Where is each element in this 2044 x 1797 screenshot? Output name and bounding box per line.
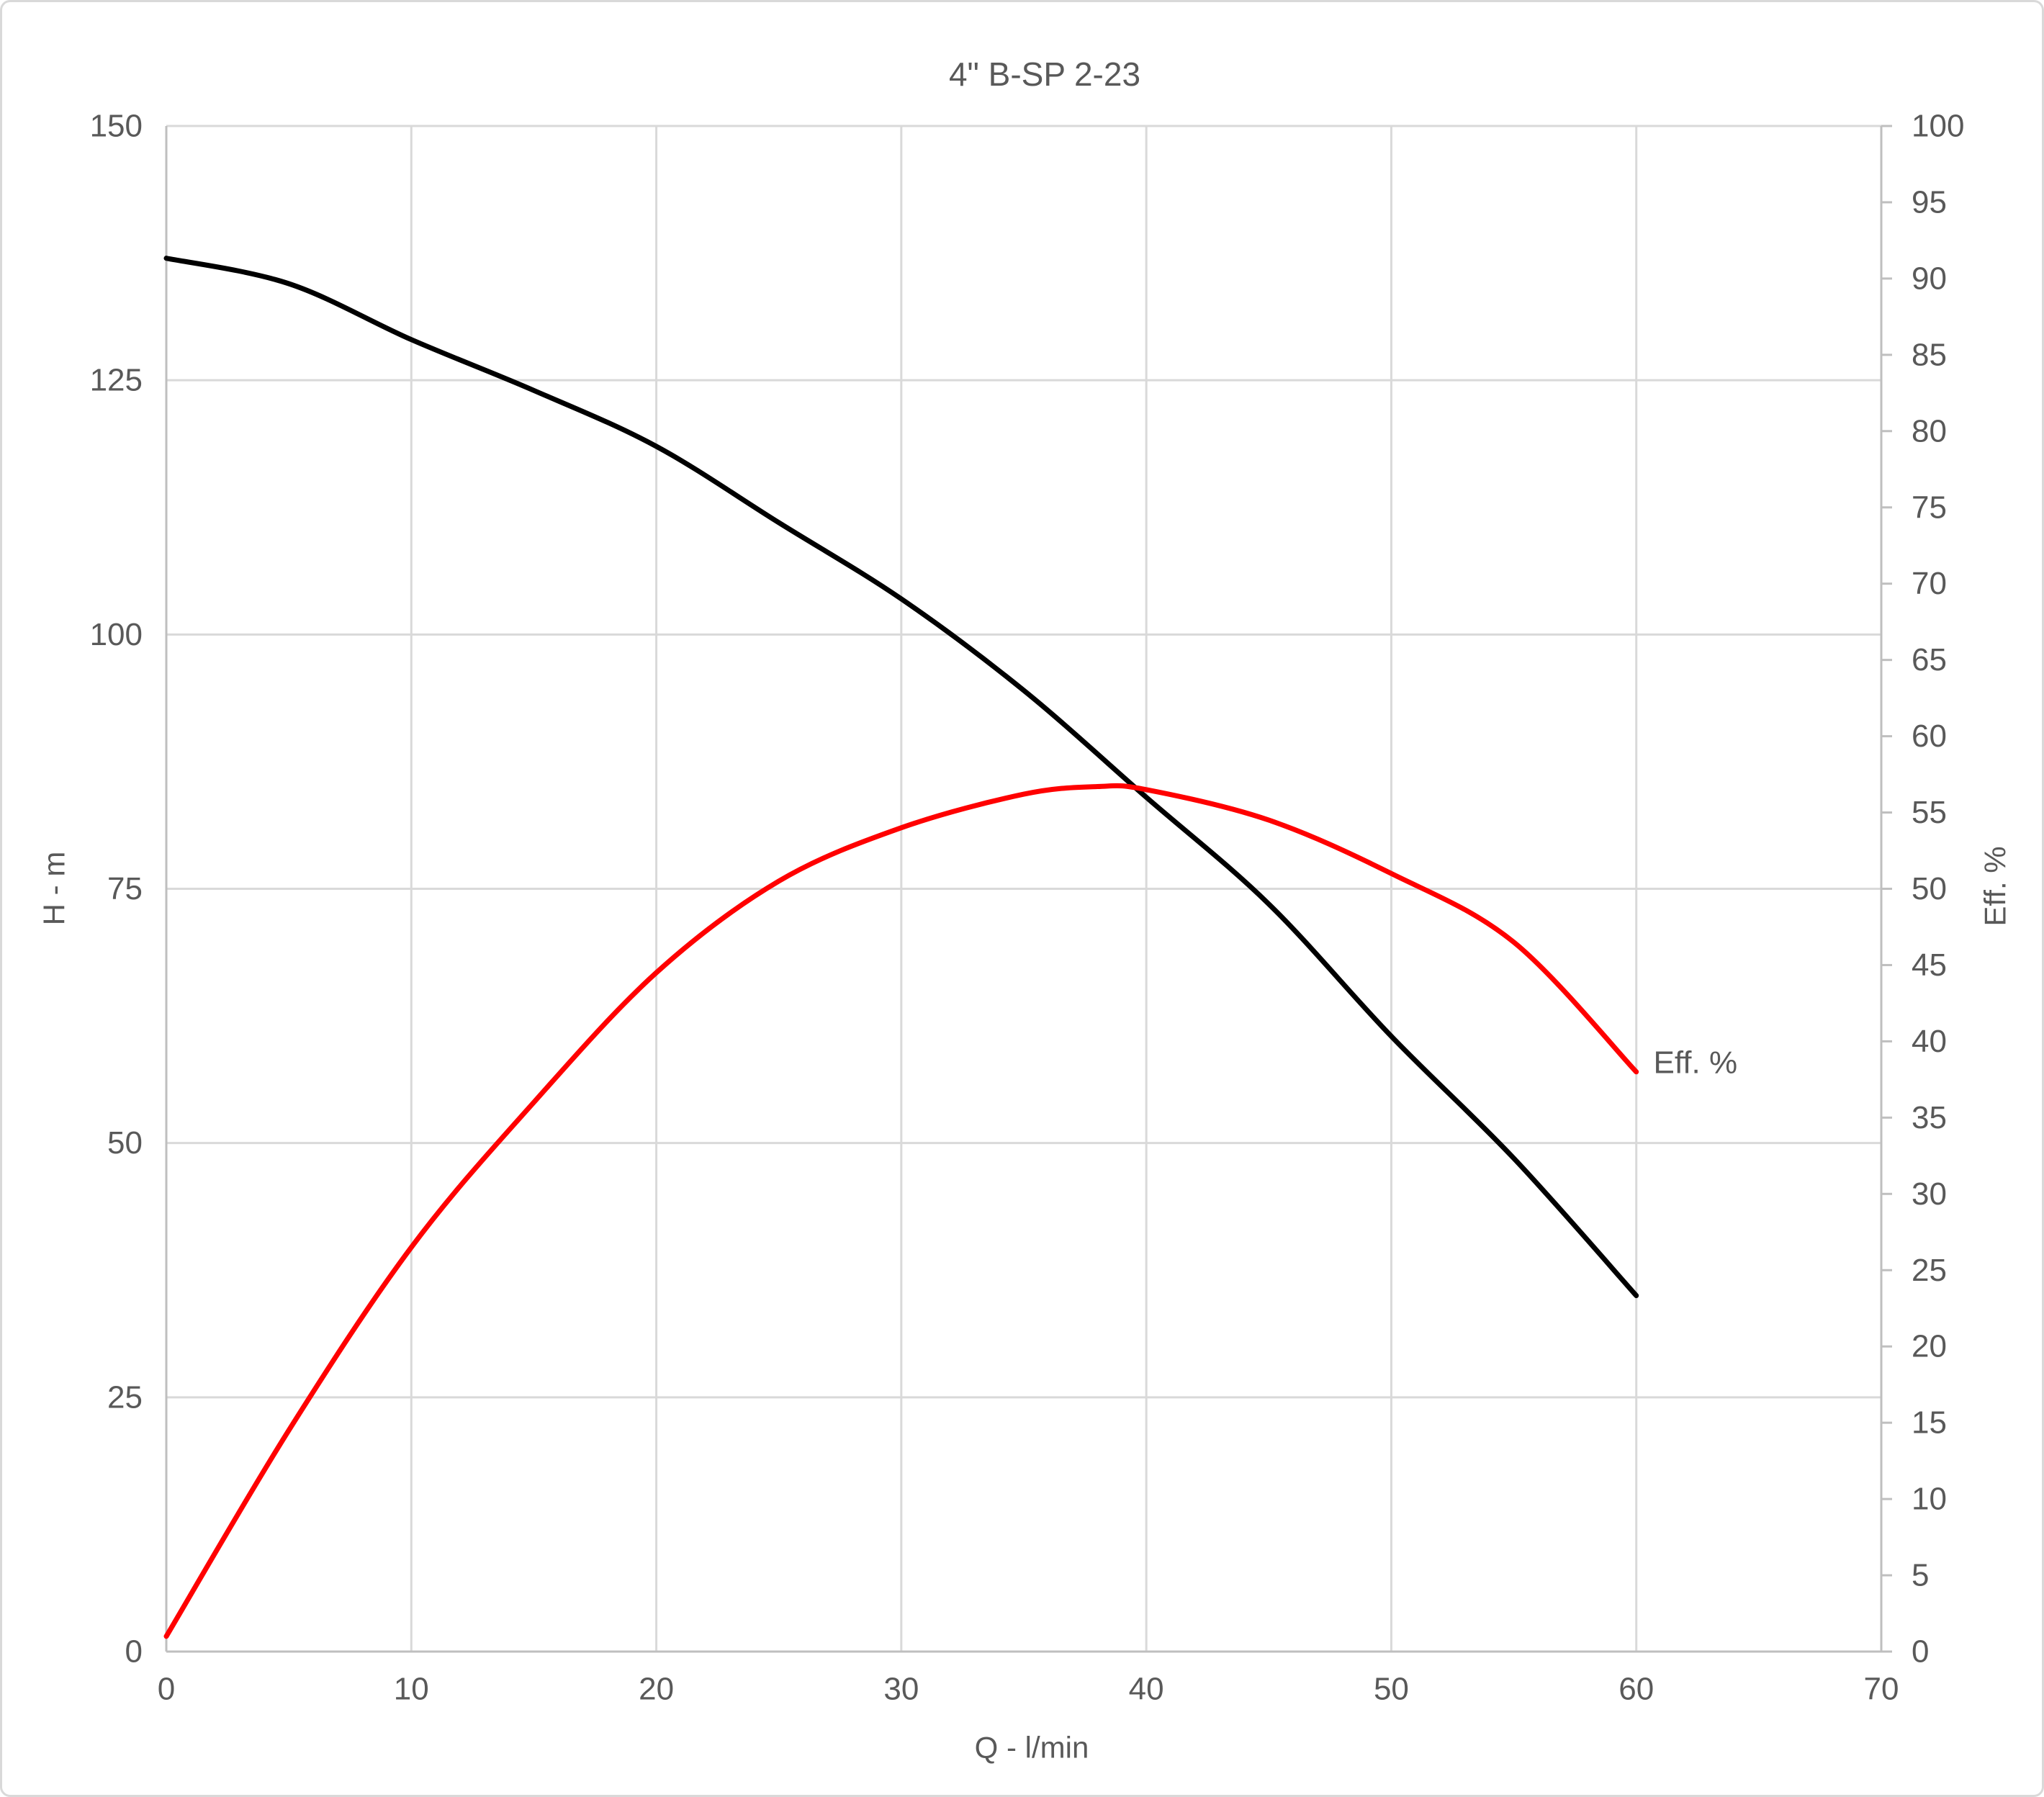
right-axis-tick-label: 25 xyxy=(1912,1253,1947,1288)
left-axis-tick-label: 25 xyxy=(107,1379,143,1415)
right-axis-tick-label: 20 xyxy=(1912,1329,1947,1364)
efficiency-curve xyxy=(163,783,1639,1639)
left-axis-title: H - m xyxy=(37,852,71,926)
right-axis-tick-label: 35 xyxy=(1912,1100,1947,1135)
right-axis-tick-label: 45 xyxy=(1912,947,1947,983)
right-axis-tick-label: 75 xyxy=(1912,490,1947,525)
right-axis-tick-label: 90 xyxy=(1912,261,1947,296)
x-tick-label: 30 xyxy=(883,1672,919,1707)
x-tick-label: 60 xyxy=(1618,1672,1654,1707)
right-axis-tick-label: 80 xyxy=(1912,413,1947,449)
right-axis-tick-label: 40 xyxy=(1912,1024,1947,1059)
chart-title: 4" B-SP 2-23 xyxy=(949,55,1140,93)
left-axis-tick-label: 75 xyxy=(107,871,143,906)
left-axis-tick-label: 125 xyxy=(90,363,143,398)
data-series xyxy=(163,256,1639,1639)
x-tick-label: 20 xyxy=(639,1672,674,1707)
left-axis-tick-label: 0 xyxy=(125,1634,143,1670)
tick-labels: 0 10 20 30 40 50 60 70 0 25 50 75 100 125 150 0 5 10 15 20 2… xyxy=(90,109,1965,1707)
right-axis-tick-label: 60 xyxy=(1912,719,1947,754)
right-axis-tick-label: 50 xyxy=(1912,871,1947,906)
x-tick-label: 10 xyxy=(394,1672,429,1707)
right-axis-tick-label: 30 xyxy=(1912,1176,1947,1212)
left-axis-tick-label: 100 xyxy=(90,617,143,652)
right-axis-tick-label: 85 xyxy=(1912,337,1947,372)
right-axis-tick-label: 70 xyxy=(1912,566,1947,601)
efficiency-curve-label: Eff. % xyxy=(1654,1045,1738,1081)
right-axis-tick-label: 10 xyxy=(1912,1482,1947,1517)
x-tick-label: 0 xyxy=(158,1672,175,1707)
right-axis-tick-label: 95 xyxy=(1912,184,1947,220)
left-axis-tick-label: 50 xyxy=(107,1125,143,1161)
right-axis-tick-label: 5 xyxy=(1912,1558,1929,1593)
right-axis-tick-label: 65 xyxy=(1912,642,1947,677)
right-axis-title: Eff. % xyxy=(1978,846,2012,926)
x-tick-label: 50 xyxy=(1374,1672,1409,1707)
x-axis-title: Q - l/min xyxy=(975,1731,1089,1765)
right-axis-tick-label: 15 xyxy=(1912,1405,1947,1441)
right-axis-tick-label: 100 xyxy=(1912,109,1964,144)
right-axis-tick-label: 55 xyxy=(1912,795,1947,830)
head-curve xyxy=(163,256,1639,1299)
right-axis-tick-label: 0 xyxy=(1912,1634,1929,1670)
x-tick-label: 40 xyxy=(1129,1672,1164,1707)
tick-marks xyxy=(1881,125,1892,1653)
x-tick-label: 70 xyxy=(1864,1672,1899,1707)
left-axis-tick-label: 150 xyxy=(90,109,143,144)
gridlines xyxy=(166,125,1881,1652)
